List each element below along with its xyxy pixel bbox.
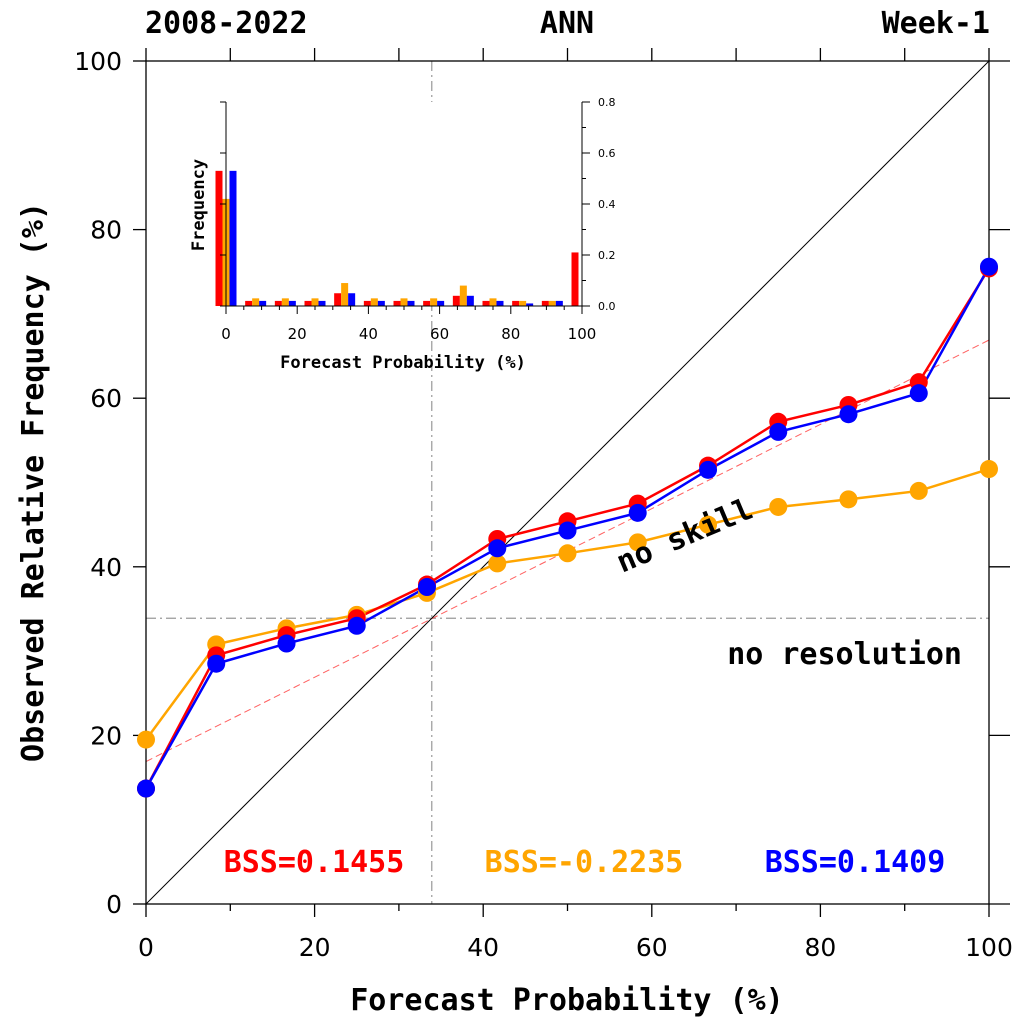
histogram-bar (363, 300, 371, 306)
x-tick-label: 20 (299, 933, 331, 962)
inset-ylabel: Frequency (189, 159, 209, 251)
histogram-bar (548, 300, 556, 306)
data-point (347, 616, 366, 635)
series-line (144, 467, 990, 741)
histogram-bar (459, 285, 467, 306)
histogram-bar (400, 298, 408, 306)
x-tick-label: 40 (467, 933, 499, 962)
inset-x-tick-label: 40 (359, 325, 378, 343)
histogram-bar (229, 170, 237, 306)
histogram-bar (274, 300, 282, 306)
histogram-bar (437, 300, 445, 306)
inset-xlabel: Forecast Probability (%) (280, 353, 526, 373)
histogram-bar (541, 300, 549, 306)
y-tick-label: 100 (74, 47, 122, 76)
data-point (839, 490, 858, 509)
perfect-reliability-line (145, 60, 990, 905)
y-tick-label: 20 (90, 721, 122, 750)
x-tick-label: 100 (965, 933, 1013, 962)
histogram-bar (482, 300, 490, 306)
histogram-bar (519, 300, 527, 306)
bss-label-orange: BSS=-0.2235 (485, 845, 684, 880)
data-point (769, 497, 788, 516)
histogram-bar (318, 300, 326, 306)
histogram-bar (304, 300, 312, 306)
x-tick-label: 80 (804, 933, 836, 962)
histogram-bar (466, 295, 474, 306)
histogram-bar (430, 298, 438, 306)
data-point (558, 521, 577, 540)
main-ylabel: Observed Relative Frequency (%) (16, 202, 51, 762)
bss-label-red: BSS=0.1455 (224, 845, 405, 880)
bss-label-blue: BSS=0.1409 (765, 845, 946, 880)
x-tick-label: 60 (636, 933, 668, 962)
inset-y-tick-label: 0.6 (598, 147, 616, 160)
histogram-bar (370, 298, 378, 306)
histogram-bar (512, 300, 520, 306)
data-point (699, 515, 718, 534)
data-point (488, 554, 507, 573)
data-point (137, 779, 155, 798)
x-tick-label: 0 (138, 933, 154, 962)
data-point (769, 422, 788, 441)
data-point (628, 533, 647, 552)
data-point (909, 481, 928, 500)
histogram-bar (245, 300, 253, 306)
inset-y-tick-label: 0.8 (598, 96, 616, 109)
histogram-bar (341, 283, 349, 306)
y-tick-label: 60 (90, 384, 122, 413)
histogram-bar (452, 295, 460, 306)
data-point (980, 257, 998, 276)
inset-x-tick-label: 100 (568, 325, 597, 343)
main-plot: 0 20 40 60 80 100 0 20 40 60 80 100 (74, 47, 1013, 962)
histogram-bar (288, 300, 296, 306)
histogram-bar (423, 300, 431, 306)
season-label: ANN (540, 6, 594, 41)
inset-y-tick-label: 0.2 (598, 249, 616, 262)
histogram-bar (526, 303, 534, 306)
lead-label: Week-1 (882, 6, 990, 41)
inset-x-tick-label: 20 (288, 325, 307, 343)
data-point (488, 539, 507, 558)
data-point (839, 405, 858, 424)
y-tick-label: 40 (90, 553, 122, 582)
inset-background (221, 102, 587, 306)
data-point (207, 654, 226, 673)
inset-x-tick-label: 80 (501, 325, 520, 343)
data-point (137, 730, 155, 749)
period-label: 2008-2022 (145, 6, 308, 41)
data-point (628, 503, 647, 522)
inset-x-tick-label: 60 (430, 325, 449, 343)
data-point (699, 460, 718, 479)
histogram-bar (393, 300, 401, 306)
data-point (277, 634, 296, 653)
histogram-bar (555, 300, 563, 306)
histogram-bar (259, 300, 267, 306)
inset-x-tick-label: 0 (221, 325, 231, 343)
data-point (980, 460, 998, 479)
histogram-bar (348, 293, 356, 306)
y-tick-label: 0 (106, 890, 122, 919)
data-point (417, 578, 436, 597)
histogram-bar (334, 293, 342, 306)
data-point (909, 384, 928, 403)
histogram-bar (252, 298, 260, 306)
histogram-bar (407, 300, 415, 306)
y-tick-label: 80 (90, 216, 122, 245)
inset-y-tick-label: 0.0 (598, 300, 616, 313)
data-point (558, 544, 577, 563)
inset-y-tick-label: 0.4 (598, 198, 616, 211)
histogram-bar (311, 298, 319, 306)
no-resolution-label: no resolution (727, 637, 962, 672)
histogram-bar (281, 298, 289, 306)
histogram-bar (489, 298, 497, 306)
histogram-bar (496, 300, 504, 306)
histogram-bar (377, 300, 385, 306)
histogram-bar (571, 252, 579, 306)
main-xlabel: Forecast Probability (%) (350, 983, 783, 1018)
histogram-bar (215, 170, 223, 306)
